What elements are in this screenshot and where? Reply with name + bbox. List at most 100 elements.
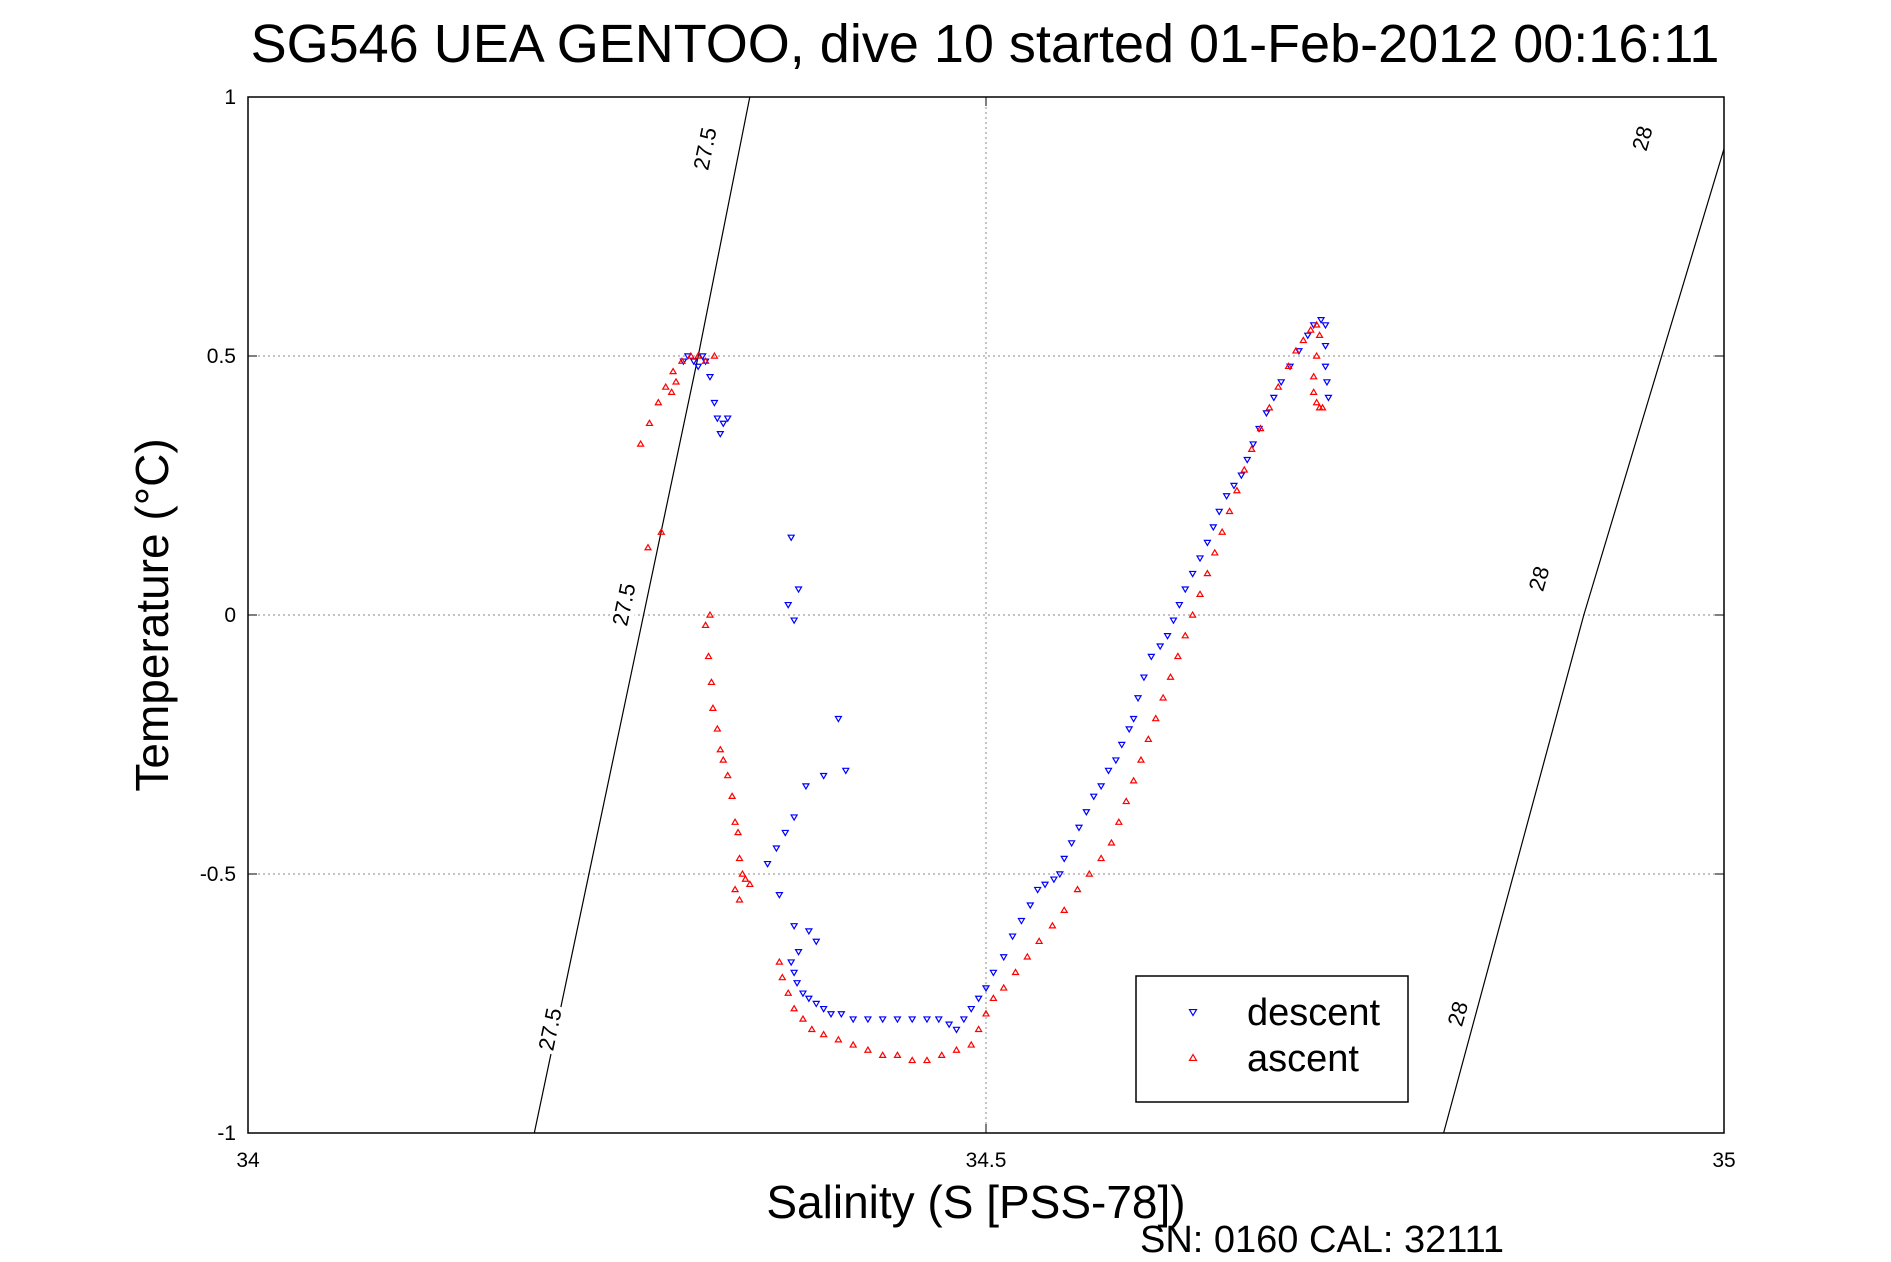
ascent-point [1159, 693, 1168, 701]
ascent-point [667, 388, 676, 395]
ascent-point [893, 1051, 902, 1059]
descent-series [679, 317, 1333, 1034]
descent-point [790, 923, 799, 930]
descent-point [1017, 917, 1026, 925]
ascent-point [1011, 968, 1020, 976]
descent-point [1125, 726, 1134, 734]
descent-point [1040, 881, 1050, 889]
ascent-point [1166, 672, 1175, 680]
legend-box [1135, 975, 1409, 1103]
ascent-point [1151, 714, 1160, 722]
axis-ticks: 34 34.5 35 1 0.5 0 -0.5 -1 [200, 86, 1736, 1172]
ascent-point [999, 983, 1008, 991]
ascent-point [1315, 331, 1324, 338]
descent-point [689, 358, 698, 366]
y-axis-label: Temperature (°C) [126, 438, 178, 791]
ascent-point [723, 771, 732, 779]
ascent-point [733, 828, 743, 836]
ascent-point [1284, 362, 1293, 370]
contour-label-background [1440, 987, 1477, 1041]
ascent-point [1225, 507, 1234, 515]
ascent-point [1309, 372, 1318, 380]
descent-point [793, 980, 802, 987]
descent-point [826, 1011, 836, 1019]
descent-point [1033, 886, 1042, 894]
ascent-point [741, 874, 750, 882]
ascent-point [1256, 424, 1265, 432]
contour-label-background [1521, 552, 1558, 606]
ascent-point [719, 755, 728, 763]
ascent-point [1318, 403, 1327, 411]
ascent-point [643, 543, 653, 551]
descent-point [1195, 555, 1205, 563]
descent-point [804, 928, 813, 936]
descent-point [908, 1016, 917, 1024]
ascent-point [645, 419, 654, 427]
descent-point [819, 1005, 828, 1013]
ascent-point [701, 621, 710, 629]
descent-point [772, 845, 781, 853]
descent-point [1008, 933, 1017, 941]
descent-legend-marker [1188, 1008, 1198, 1017]
ascent-point [701, 356, 710, 364]
ascent-point [1144, 735, 1153, 743]
descent-point [1074, 824, 1084, 832]
descent-point [1055, 871, 1064, 879]
ascent-point [981, 1009, 991, 1017]
descent-point [763, 860, 772, 868]
descent-point [1156, 643, 1165, 651]
ascent-point [735, 854, 744, 862]
descent-point [794, 586, 803, 594]
descent-point [1089, 793, 1098, 801]
ascent-legend-label: ascent [1247, 1038, 1359, 1080]
descent-point [1249, 441, 1258, 449]
ascent-point [731, 818, 740, 825]
descent-point [1269, 394, 1278, 402]
descent-legend-label: descent [1247, 992, 1381, 1034]
ascent-point [694, 351, 703, 359]
ascent-point [775, 957, 784, 965]
descent-point [1147, 653, 1156, 661]
descent-point [999, 954, 1008, 962]
serial-calibration-footer: SN: 0160 CAL: 32111 [1140, 1219, 1504, 1261]
ascent-point [1218, 527, 1227, 535]
descent-point [1111, 757, 1120, 765]
ascent-point [686, 351, 695, 359]
descent-point [1060, 855, 1069, 863]
descent-point [934, 1016, 943, 1024]
grid-lines [248, 97, 1724, 1133]
descent-point [1175, 601, 1184, 609]
descent-point [723, 415, 732, 423]
descent-point [878, 1016, 887, 1024]
descent-point [959, 1016, 968, 1024]
ascent-point [1299, 336, 1308, 344]
ascent-series [636, 320, 1327, 1064]
ascent-point [922, 1056, 932, 1064]
ascent-point [974, 1025, 983, 1033]
ascent-point [1240, 465, 1249, 473]
data-series [636, 317, 1333, 1064]
descent-point [790, 617, 799, 625]
descent-point [1321, 363, 1330, 371]
ascent-point [1265, 403, 1274, 411]
contour-label-background [607, 578, 642, 631]
descent-point [1181, 586, 1190, 594]
ascent-point [878, 1051, 887, 1059]
ascent-legend-marker [1188, 1053, 1198, 1062]
ascent-point [1312, 398, 1321, 406]
descent-point [694, 363, 703, 371]
descent-point [1163, 633, 1172, 640]
density-contour-line [1443, 148, 1725, 1134]
ascent-point [1073, 885, 1082, 893]
ascent-point [654, 398, 663, 406]
ascent-point [669, 367, 678, 375]
descent-point [981, 985, 991, 993]
descent-point [945, 1021, 954, 1029]
descent-point [834, 715, 843, 723]
ascent-point [937, 1051, 946, 1059]
contour-label-background [688, 122, 723, 175]
ascent-point [1129, 776, 1138, 784]
descent-point [812, 1000, 821, 1008]
